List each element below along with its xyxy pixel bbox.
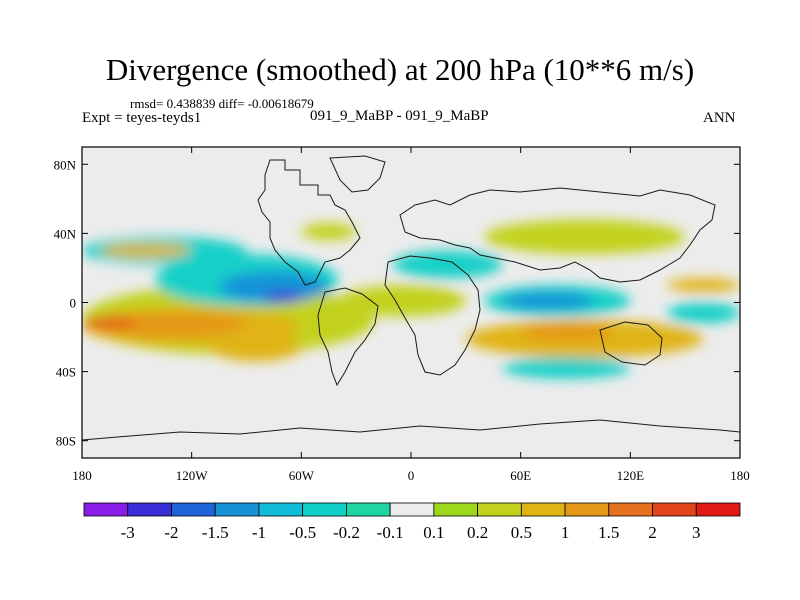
greenland-coast <box>329 155 386 193</box>
contour-region-2 <box>85 311 247 338</box>
colorbar-label-10: 1 <box>561 523 570 542</box>
colorbar-label-11: 1.5 <box>598 523 619 542</box>
colorbar-swatch-1 <box>127 502 172 517</box>
x-tick-label-3: 0 <box>408 468 415 483</box>
colorbar-label-4: -0.5 <box>289 523 316 542</box>
colorbar-label-2: -1.5 <box>202 523 229 542</box>
experiment-label: Expt = teyes-teyds1 <box>82 110 202 126</box>
colorbar-swatch-14 <box>695 502 741 517</box>
colorbar-swatch-10 <box>520 502 566 517</box>
y-tick-label-4: 80S <box>56 434 76 449</box>
experiment-difference-label: 091_9_MaBP - 091_9_MaBP <box>310 108 489 124</box>
contour-region-16 <box>484 219 686 255</box>
y-tick-label-3: 40S <box>56 365 76 380</box>
colorbar-label-13: 3 <box>692 523 701 542</box>
y-tick-label-1: 40N <box>54 226 77 241</box>
colorbar-swatch-3 <box>214 502 260 517</box>
colorbar-swatch-11 <box>564 502 610 517</box>
colorbar-label-8: 0.2 <box>467 523 488 542</box>
contour-region-9 <box>264 292 302 303</box>
colorbar-swatch-13 <box>652 502 697 517</box>
contour-fields <box>82 219 740 379</box>
x-tick-label-4: 60E <box>510 468 531 483</box>
x-tick-label-5: 120E <box>617 468 645 483</box>
colorbar-swatch-5 <box>302 502 347 517</box>
antarctica-coast <box>82 419 740 441</box>
season-label: ANN <box>703 110 736 126</box>
x-tick-label-6: 180 <box>730 468 750 483</box>
contour-region-3 <box>82 318 137 327</box>
rmsd-diff-label: rmsd= 0.438839 diff= -0.00618679 <box>130 96 314 111</box>
x-tick-label-0: 180 <box>72 468 92 483</box>
colorbar-label-9: 0.5 <box>511 523 532 542</box>
eurasia-coast <box>399 187 716 283</box>
south-america-coast <box>317 287 379 387</box>
north-america-coast <box>257 159 361 286</box>
colorbar-swatch-8 <box>433 502 479 517</box>
colorbar-swatch-6 <box>345 502 391 517</box>
colorbar-label-3: -1 <box>252 523 266 542</box>
y-tick-label-0: 80N <box>54 157 77 172</box>
contour-region-10 <box>337 285 466 317</box>
colorbar-swatch-7 <box>389 502 435 517</box>
colorbar-label-0: -3 <box>121 523 135 542</box>
contour-region-4 <box>209 333 302 362</box>
colorbar-label-7: 0.1 <box>423 523 444 542</box>
contour-region-20 <box>301 223 357 241</box>
contour-region-11 <box>392 250 503 279</box>
coastline <box>82 155 740 441</box>
colorbar-label-12: 2 <box>648 523 657 542</box>
australia-coast <box>599 321 663 366</box>
colorbar-swatch-12 <box>608 502 653 517</box>
y-tick-label-2: 0 <box>70 296 77 311</box>
chart-title: Divergence (smoothed) at 200 hPa (10**6 … <box>105 52 695 87</box>
axes: 180 120W 60W 0 60E 120E 180 80N 40N 0 40S 80S <box>54 147 750 483</box>
colorbar-label-1: -2 <box>164 523 178 542</box>
colorbar-swatch-9 <box>477 502 522 517</box>
contour-region-6 <box>100 243 192 258</box>
contour-region-15 <box>520 323 613 341</box>
colorbar: -3 -2 -1.5 -1 -0.5 -0.2 -0.1 0.1 0.2 0.5 1 1.5 2 3 <box>83 502 741 542</box>
contour-region-17 <box>666 278 740 293</box>
colorbar-swatch-4 <box>258 502 304 517</box>
colorbar-label-5: -0.2 <box>333 523 360 542</box>
contour-region-13 <box>502 292 594 310</box>
contour-region-19 <box>502 357 631 379</box>
x-tick-label-1: 120W <box>176 468 209 483</box>
colorbar-swatch-2 <box>171 502 216 517</box>
africa-coast <box>384 255 481 376</box>
colorbar-swatch-0 <box>83 502 129 517</box>
colorbar-label-6: -0.1 <box>377 523 404 542</box>
x-tick-label-2: 60W <box>289 468 315 483</box>
contour-region-18 <box>666 302 740 324</box>
